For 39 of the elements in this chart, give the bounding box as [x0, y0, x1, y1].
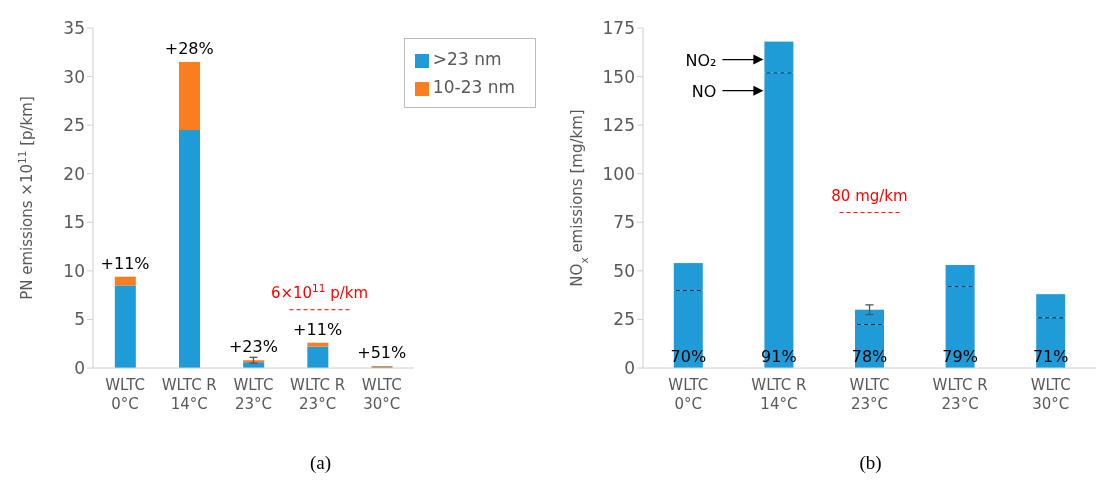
- y-tick-label: 30: [63, 66, 85, 87]
- legend-label: 10-23 nm: [432, 77, 515, 97]
- x-tick-label: WLTC R 23°C: [932, 376, 988, 413]
- x-tick-label: WLTC 30°C: [1030, 376, 1071, 413]
- y-tick-label: 20: [63, 163, 85, 184]
- ref-line-label: 6×10$^{11}$ p/km: [270, 281, 369, 302]
- y-tick-label: 10: [63, 260, 85, 281]
- y-tick-label: 150: [602, 66, 635, 87]
- y-tick-label: 0: [624, 358, 635, 379]
- x-tick-label: WLTC R 23°C: [290, 376, 346, 413]
- y-tick-label: 25: [613, 309, 635, 330]
- annotation: +51%: [357, 343, 407, 363]
- text: NO: [691, 81, 717, 101]
- annotation: +11%: [100, 253, 150, 273]
- ref-line-label: 80 mg/km: [831, 186, 908, 205]
- x-tick-label: WLTC 0°C: [105, 376, 146, 413]
- y-tick-label: 15: [63, 212, 85, 233]
- y-tick-label: 100: [602, 163, 635, 184]
- x-tick-label: WLTC 23°C: [849, 376, 890, 413]
- legend-label: >23 nm: [432, 49, 502, 69]
- x-tick-label: WLTC 0°C: [668, 376, 709, 413]
- x-tick-label: WLTC 30°C: [361, 376, 402, 413]
- y-tick-label: 50: [613, 260, 635, 281]
- y-tick-label: 5: [74, 309, 85, 330]
- text: NO₂: [685, 50, 717, 70]
- text: (a): [308, 452, 333, 474]
- y-tick-label: 35: [63, 18, 85, 39]
- x-tick-label: WLTC R 14°C: [161, 376, 217, 413]
- y-tick-label: 25: [63, 115, 85, 136]
- annotation: +11%: [293, 319, 343, 339]
- y-tick-label: 175: [602, 18, 635, 39]
- x-tick-label: WLTC R 14°C: [751, 376, 807, 413]
- annotation: +28%: [164, 39, 214, 58]
- text: (b): [858, 452, 883, 474]
- x-tick-label: WLTC 23°C: [233, 376, 274, 413]
- y-tick-label: 0: [74, 358, 85, 379]
- y-tick-label: 125: [602, 115, 635, 136]
- y-tick-label: 75: [613, 212, 635, 233]
- annotation: +23%: [228, 337, 278, 357]
